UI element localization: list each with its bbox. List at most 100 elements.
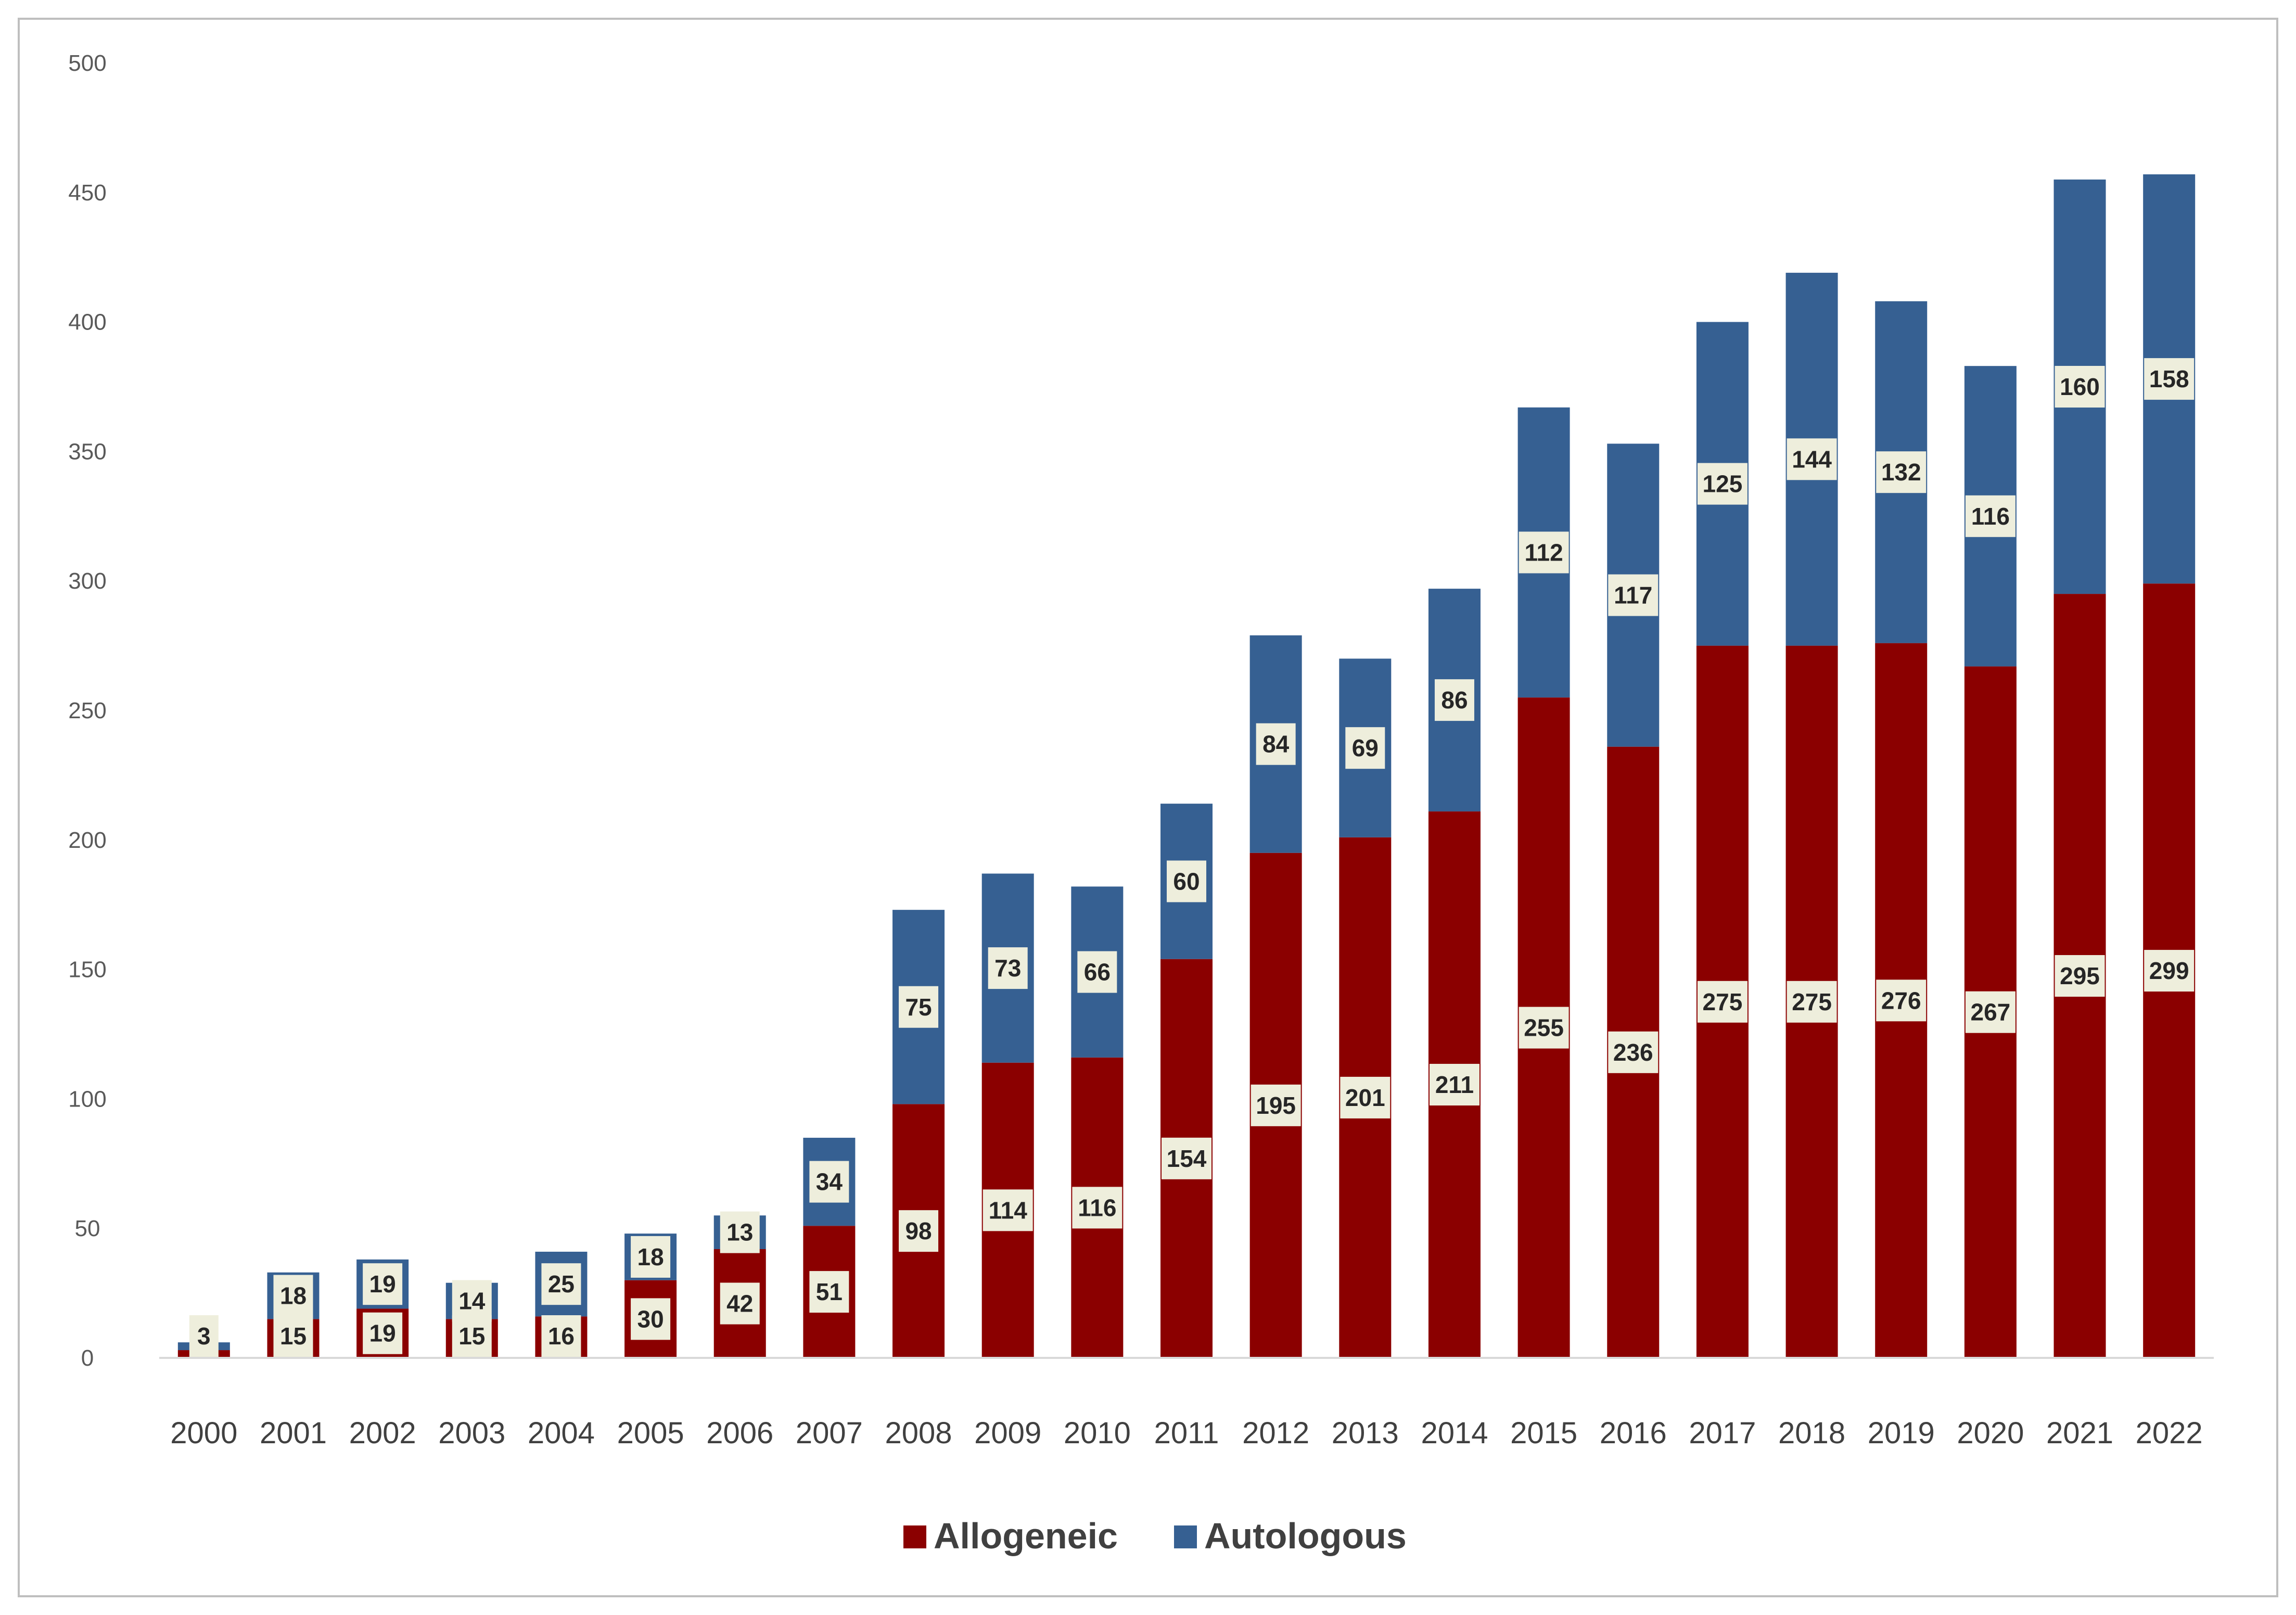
y-tick-label: 0 (81, 1345, 94, 1371)
x-tick-label: 2019 (1868, 1416, 1935, 1450)
y-tick-label: 500 (68, 50, 106, 76)
x-tick-label: 2022 (2136, 1416, 2203, 1450)
data-label-allogeneic-box (1072, 1187, 1123, 1229)
data-label-allogeneic: 116 (1078, 1194, 1116, 1221)
data-label-autologous: 116 (1971, 503, 2010, 530)
x-tick-label: 2001 (260, 1416, 327, 1450)
data-label-autologous-box (1434, 679, 1474, 721)
data-label-allogeneic-box (1787, 981, 1837, 1023)
data-label-autologous-box (273, 1275, 313, 1317)
data-label-allogeneic: 195 (1256, 1092, 1296, 1119)
data-label-allogeneic: 211 (1435, 1071, 1474, 1098)
data-label-autologous: 34 (816, 1168, 843, 1196)
data-label-autologous-box (1167, 860, 1206, 902)
data-label-autologous: 112 (1524, 539, 1563, 566)
data-label-autologous-box (988, 947, 1028, 989)
data-label-allogeneic: 255 (1524, 1014, 1564, 1041)
x-tick-label: 2012 (1242, 1416, 1309, 1450)
legend-swatch-allogeneic (903, 1525, 926, 1548)
y-tick-label: 100 (68, 1086, 106, 1112)
data-label-allogeneic-box (1429, 1064, 1479, 1106)
x-tick-label: 2004 (528, 1416, 595, 1450)
data-label-allogeneic: 3 (197, 1322, 211, 1350)
data-label-autologous-box (1697, 463, 1747, 505)
data-label-autologous: 25 (548, 1270, 575, 1298)
data-label-allogeneic-box (189, 1315, 219, 1357)
data-label-autologous: 125 (1703, 470, 1743, 498)
x-tick-label: 2011 (1154, 1416, 1219, 1450)
data-label-allogeneic: 295 (2060, 962, 2100, 989)
data-label-autologous-box (720, 1211, 760, 1253)
data-label-allogeneic-box (2055, 955, 2105, 997)
data-label-allogeneic-box (1251, 1084, 1301, 1126)
data-label-autologous-box (2144, 358, 2195, 400)
data-label-allogeneic-box (2144, 950, 2195, 992)
data-label-allogeneic: 275 (1792, 988, 1832, 1015)
data-label-autologous-box (1256, 723, 1296, 765)
y-tick-label: 50 (75, 1216, 100, 1241)
data-label-autologous-box (1876, 451, 1927, 493)
data-label-autologous-box (1077, 951, 1117, 993)
data-label-autologous-box (1608, 574, 1659, 616)
data-labels: 3 15 18 19 19 15 14 16 25 30 18 42 13 51 34 98 75 114 73 11… (189, 358, 2195, 1357)
data-label-autologous-box (1965, 495, 2016, 537)
y-tick-label: 150 (68, 957, 106, 983)
legend: Allogeneic Autologous (903, 1516, 1407, 1556)
data-label-autologous-box (452, 1280, 492, 1322)
data-label-autologous: 86 (1441, 686, 1468, 714)
data-label-allogeneic: 114 (989, 1197, 1028, 1224)
data-label-allogeneic-box (273, 1315, 313, 1357)
data-label-allogeneic: 15 (280, 1322, 307, 1350)
legend-label-autologous: Autologous (1204, 1516, 1407, 1556)
data-label-allogeneic-box (899, 1210, 939, 1252)
data-label-allogeneic: 51 (816, 1278, 843, 1305)
y-tick-label: 300 (68, 568, 106, 594)
data-label-autologous: 144 (1792, 446, 1832, 473)
y-tick-label: 350 (68, 439, 106, 464)
data-label-autologous: 69 (1352, 734, 1379, 761)
x-tick-label: 2005 (617, 1416, 684, 1450)
x-tick-label: 2002 (349, 1416, 416, 1450)
data-label-allogeneic-box (720, 1282, 760, 1325)
data-label-allogeneic: 236 (1613, 1039, 1653, 1066)
data-label-autologous: 160 (2060, 373, 2100, 400)
data-label-autologous: 18 (637, 1243, 664, 1270)
data-label-autologous: 75 (905, 994, 932, 1021)
data-label-allogeneic: 201 (1345, 1084, 1385, 1111)
data-label-autologous: 66 (1084, 959, 1111, 986)
data-label-autologous-box (2055, 366, 2105, 408)
data-label-autologous-box (541, 1263, 581, 1305)
data-label-autologous: 84 (1262, 731, 1290, 758)
y-axis-ticks: 0 50 100 150 200 250 300 350 400 450 500 (68, 50, 106, 1371)
data-label-allogeneic: 154 (1167, 1145, 1207, 1172)
data-label-allogeneic-box (631, 1298, 671, 1340)
y-tick-label: 450 (68, 180, 106, 206)
data-label-autologous: 73 (994, 955, 1021, 982)
x-tick-label: 2000 (170, 1416, 237, 1450)
data-label-allogeneic-box (983, 1189, 1033, 1231)
data-label-autologous: 18 (280, 1282, 307, 1309)
bars (177, 174, 2196, 1358)
data-label-allogeneic-box (1162, 1137, 1211, 1179)
data-label-allogeneic: 267 (1970, 999, 2010, 1026)
data-label-allogeneic-box (1965, 991, 2016, 1033)
data-label-allogeneic-box (541, 1315, 581, 1357)
data-label-allogeneic-box (1519, 1007, 1569, 1049)
data-label-allogeneic: 16 (548, 1322, 575, 1350)
data-label-autologous-box (363, 1263, 403, 1305)
data-label-allogeneic: 30 (637, 1305, 664, 1332)
data-label-autologous-box (631, 1236, 671, 1278)
y-tick-label: 400 (68, 310, 106, 335)
data-label-autologous-box (1345, 727, 1385, 769)
x-tick-label: 2020 (1957, 1416, 2024, 1450)
data-label-allogeneic: 299 (2149, 957, 2189, 984)
data-label-allogeneic: 19 (369, 1320, 396, 1347)
x-tick-label: 2003 (438, 1416, 505, 1450)
data-label-autologous: 13 (726, 1219, 753, 1246)
x-tick-label: 2021 (2046, 1416, 2113, 1450)
x-tick-label: 2006 (706, 1416, 773, 1450)
data-label-allogeneic-box (1608, 1031, 1659, 1073)
y-tick-label: 250 (68, 698, 106, 723)
data-label-allogeneic-box (809, 1271, 849, 1313)
data-label-allogeneic-box (1876, 980, 1927, 1022)
